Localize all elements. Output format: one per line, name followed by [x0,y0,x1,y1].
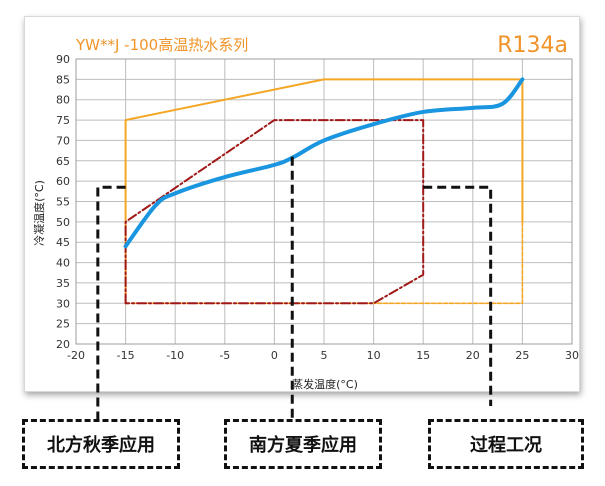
callout-autumn [96,185,126,419]
y-tick-label: 25 [56,318,70,331]
x-axis-label: 蒸发温度(°C) [292,377,358,391]
y-tick-label: 30 [56,297,70,310]
x-tick-label: 5 [321,349,328,362]
y-tick-label: 65 [56,155,70,168]
x-tick-label: -20 [67,349,85,362]
chart-title: YW**J -100高温热水系列 [75,36,248,54]
x-tick-label: -10 [166,349,184,362]
y-tick-label: 70 [56,134,70,147]
x-tick-label: 10 [367,349,381,362]
y-tick-label: 80 [56,94,70,107]
plot-border [75,58,573,345]
x-tick-label: -15 [117,349,135,362]
y-tick-label: 85 [56,73,70,86]
x-tick-label: 15 [416,349,430,362]
y-tick-label: 35 [56,277,70,290]
x-tick-label: 30 [565,349,579,362]
y-tick-label: 40 [56,257,70,270]
callout-process [423,185,493,406]
caption-process: 过程工况 [428,419,584,469]
x-tick-label: 25 [515,349,529,362]
y-tick-label: 45 [56,236,70,249]
y-tick-label: 20 [56,338,70,351]
y-tick-label: 50 [56,216,70,229]
caption-autumn: 北方秋季应用 [22,419,180,469]
y-tick-label: 75 [56,114,70,127]
refrigerant-label: R134a [497,33,568,58]
y-tick-label: 60 [56,175,70,188]
y-axis-label: 冷凝温度(°C) [32,180,46,246]
series-solid-orange-envelope [124,78,524,305]
series-dashdot-darkred-envelope [124,119,425,305]
caption-south-summer-text: 南方夏季应用 [249,435,357,456]
series-layer [123,77,525,305]
caption-autumn-text: 北方秋季应用 [47,435,155,456]
caption-process-text: 过程工况 [470,435,542,456]
y-tick-label: 55 [56,196,70,209]
callout-layer [96,156,493,419]
series-solid-blue-curve [123,77,525,249]
grid-layer: -20 -15 -10 -5 0 5 10 15 20 25 30 20 25 30 35 40 45 50 55 6… [56,53,579,362]
y-tick-label: 90 [56,53,70,66]
x-tick-label: -5 [219,349,230,362]
caption-south-summer: 南方夏季应用 [224,419,382,469]
x-tick-label: 20 [466,349,480,362]
x-tick-label: 0 [271,349,278,362]
